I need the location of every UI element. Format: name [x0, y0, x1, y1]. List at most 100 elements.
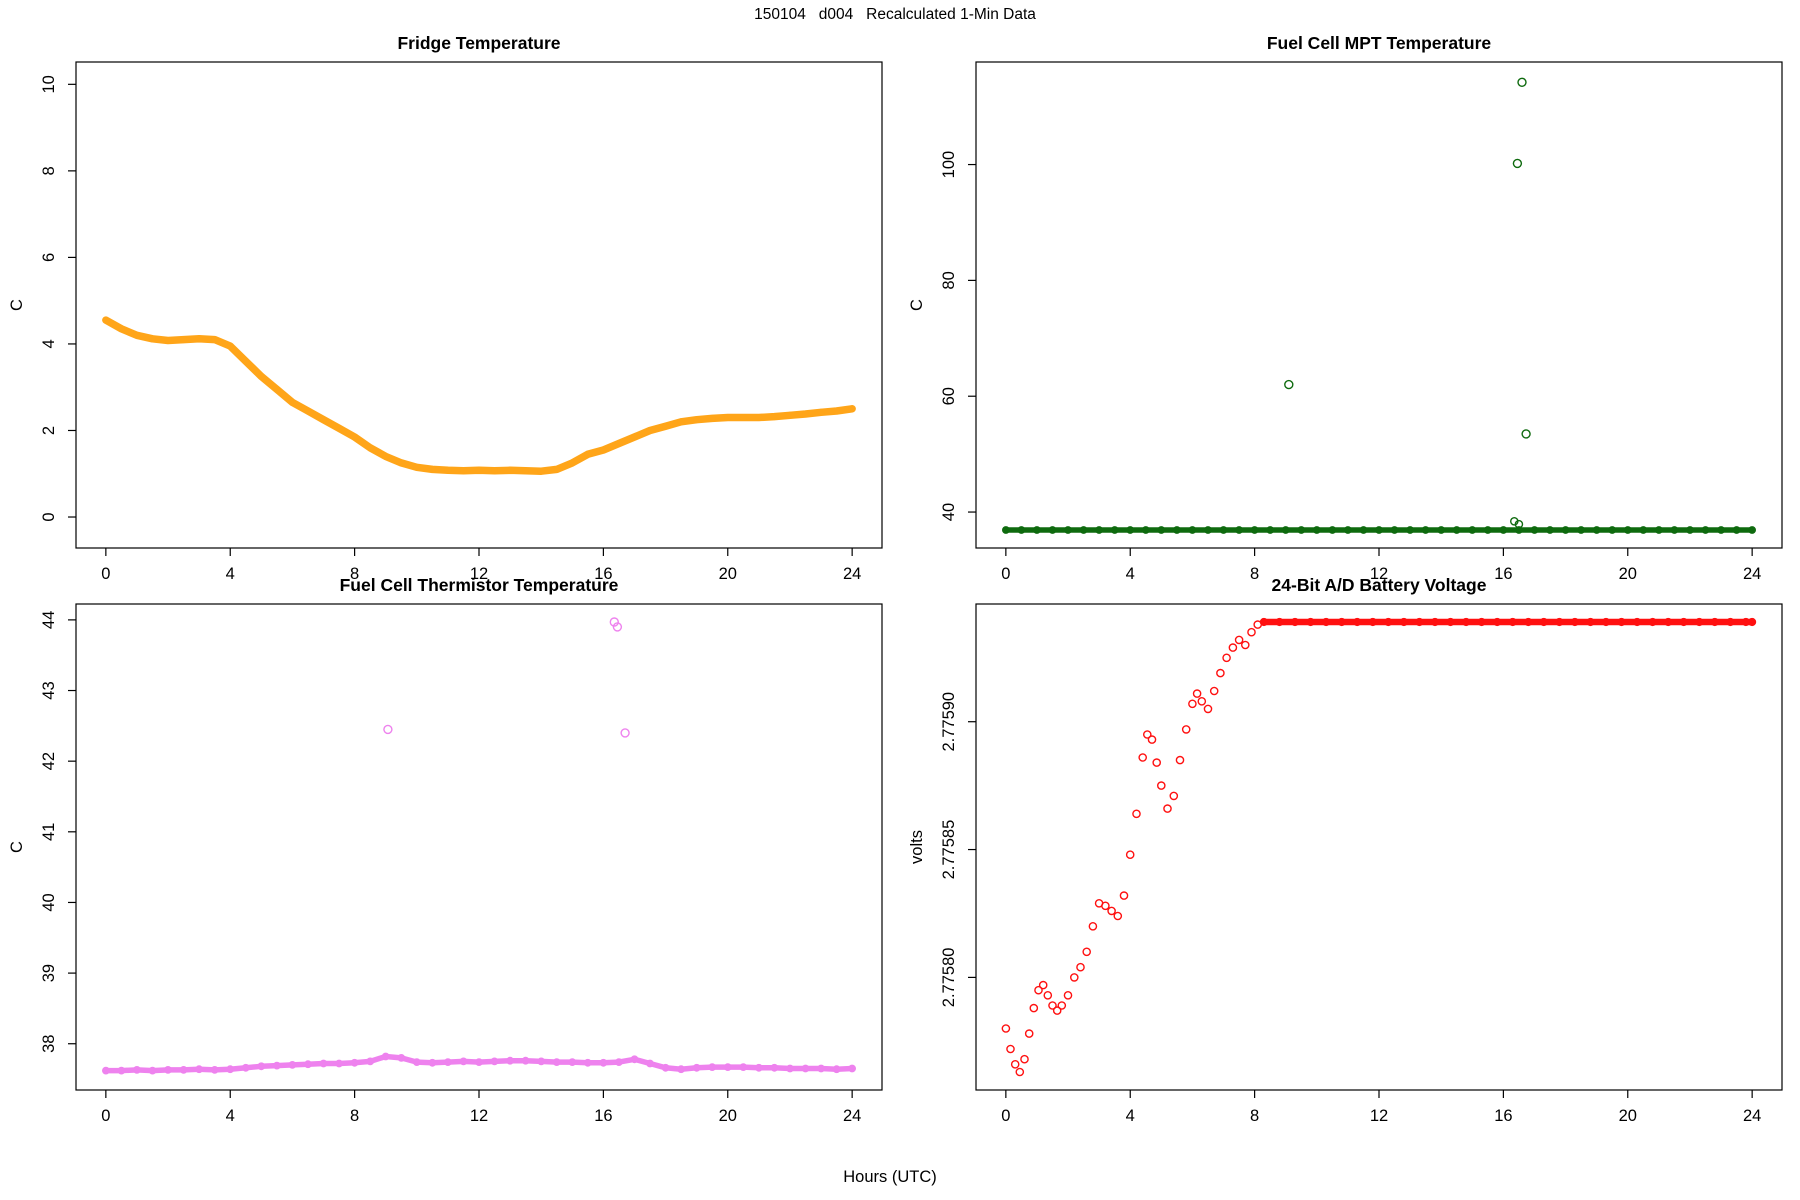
data-point: [1521, 429, 1531, 439]
data-point: [1188, 699, 1197, 709]
data-point: [1110, 526, 1119, 534]
data-point: [1437, 526, 1446, 534]
data-point: [1119, 891, 1129, 900]
data-point: [1353, 617, 1362, 627]
data-point: [132, 1065, 141, 1074]
data-point: [1415, 617, 1424, 627]
data-point: [1421, 526, 1430, 534]
y-tick-label: 4: [40, 339, 58, 348]
data-point: [1368, 617, 1377, 627]
data-point: [335, 424, 343, 432]
panel-title: Fuel Cell MPT Temperature: [1267, 33, 1492, 53]
data-point: [1010, 1059, 1020, 1069]
data-point: [1406, 526, 1414, 534]
data-point: [1546, 526, 1554, 534]
series-voltage-rise: [1001, 620, 1263, 1077]
x-tick-label: 0: [1001, 565, 1010, 583]
data-point: [1015, 1067, 1025, 1077]
data-point: [475, 466, 483, 474]
data-point: [1095, 526, 1104, 534]
data-point: [273, 385, 281, 393]
data-point: [817, 408, 825, 416]
data-point: [537, 467, 545, 475]
data-point: [428, 1058, 437, 1067]
x-tick-label: 16: [1494, 1107, 1512, 1125]
data-point: [412, 1058, 421, 1066]
data-point: [568, 459, 576, 467]
data-point: [1101, 901, 1110, 911]
data-point: [257, 372, 265, 380]
data-point: [1732, 526, 1741, 534]
data-point: [521, 1056, 530, 1065]
x-tick-label: 4: [1126, 1107, 1135, 1125]
data-point: [1570, 617, 1580, 627]
y-tick-label: 2: [40, 426, 58, 435]
data-point: [1452, 526, 1461, 534]
data-point: [1204, 526, 1212, 534]
data-point: [522, 467, 530, 475]
series-thermistor-baseline: [102, 1052, 856, 1075]
data-point: [1156, 781, 1166, 790]
x-tick-label: 20: [719, 1107, 737, 1125]
x-tick-label: 16: [594, 565, 612, 583]
data-point: [164, 1065, 172, 1074]
x-tick-label: 16: [594, 1107, 612, 1125]
data-point: [1228, 643, 1238, 652]
data-point: [1052, 1006, 1062, 1015]
data-point: [1048, 526, 1057, 534]
data-point: [1063, 990, 1073, 1000]
data-point: [1048, 1001, 1057, 1010]
data-point: [117, 325, 125, 333]
data-point: [1508, 617, 1517, 627]
x-axis: 0 4 8 12 16 20 24: [1001, 1090, 1761, 1125]
data-point: [1328, 526, 1337, 534]
data-point: [210, 1065, 219, 1074]
data-point: [661, 1063, 670, 1072]
data-point: [304, 407, 312, 415]
data-point: [1234, 635, 1244, 645]
data-point: [1043, 990, 1053, 1000]
data-point: [724, 414, 732, 421]
data-point: [149, 335, 156, 343]
data-point: [1390, 526, 1399, 534]
data-point: [599, 446, 607, 454]
data-point: [1530, 526, 1539, 534]
data-point: [350, 1058, 359, 1067]
data-point: [708, 414, 716, 422]
data-point: [537, 1057, 546, 1066]
data-point: [1655, 526, 1663, 534]
data-point: [1446, 617, 1455, 627]
data-point: [1069, 973, 1079, 982]
data-point: [443, 1058, 452, 1066]
data-point: [1632, 617, 1642, 627]
data-point: [226, 342, 234, 350]
data-point: [1290, 617, 1300, 627]
data-point: [1514, 519, 1524, 529]
x-tick-label: 20: [1619, 1107, 1637, 1125]
data-point: [1079, 526, 1088, 534]
data-point: [1125, 850, 1135, 860]
data-point: [552, 1058, 561, 1066]
data-point: [1216, 668, 1225, 678]
data-point: [1057, 1001, 1067, 1010]
data-point: [288, 1060, 297, 1069]
y-tick-label: 80: [940, 271, 958, 289]
data-point: [397, 1053, 406, 1062]
data-point: [677, 1065, 685, 1074]
data-point: [1399, 617, 1409, 627]
data-point: [1141, 526, 1150, 534]
data-point: [1577, 526, 1585, 534]
data-point: [1138, 753, 1147, 762]
data-point: [1259, 617, 1269, 627]
y-axis: 2.77580 2.77585 2.77590: [940, 692, 976, 1007]
data-point: [739, 414, 747, 421]
panel-title: 24-Bit A/D Battery Voltage: [1272, 575, 1487, 595]
panel-fuel-cell-mpt-temperature: Fuel Cell MPT Temperature 0 4 8 12 16 20 24 40 60…: [906, 28, 1794, 588]
x-tick-label: 4: [226, 1107, 235, 1125]
y-axis-label: C: [8, 299, 26, 311]
data-point: [148, 1066, 157, 1075]
data-point: [1088, 921, 1098, 931]
data-point: [553, 465, 561, 473]
data-point: [1695, 617, 1704, 627]
